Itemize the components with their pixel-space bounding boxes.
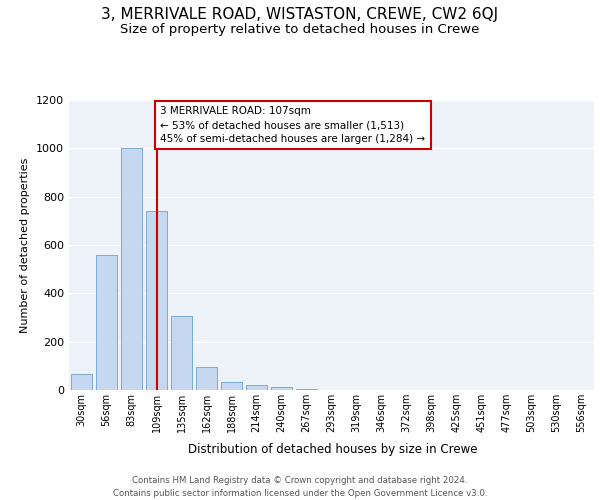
- Bar: [171, 316, 192, 390]
- Bar: [96, 254, 117, 390]
- Bar: [221, 382, 242, 390]
- Y-axis label: Number of detached properties: Number of detached properties: [20, 158, 31, 332]
- Text: 3, MERRIVALE ROAD, WISTASTON, CREWE, CW2 6QJ: 3, MERRIVALE ROAD, WISTASTON, CREWE, CW2…: [101, 8, 499, 22]
- Bar: [121, 148, 142, 390]
- Text: 3 MERRIVALE ROAD: 107sqm
← 53% of detached houses are smaller (1,513)
45% of sem: 3 MERRIVALE ROAD: 107sqm ← 53% of detach…: [160, 106, 425, 144]
- Bar: [271, 387, 292, 390]
- Text: Contains HM Land Registry data © Crown copyright and database right 2024.
Contai: Contains HM Land Registry data © Crown c…: [113, 476, 487, 498]
- Bar: [196, 367, 217, 390]
- Bar: [71, 374, 92, 390]
- Bar: [246, 384, 267, 390]
- Bar: [146, 211, 167, 390]
- Bar: [296, 389, 317, 390]
- Text: Distribution of detached houses by size in Crewe: Distribution of detached houses by size …: [188, 442, 478, 456]
- Text: Size of property relative to detached houses in Crewe: Size of property relative to detached ho…: [121, 22, 479, 36]
